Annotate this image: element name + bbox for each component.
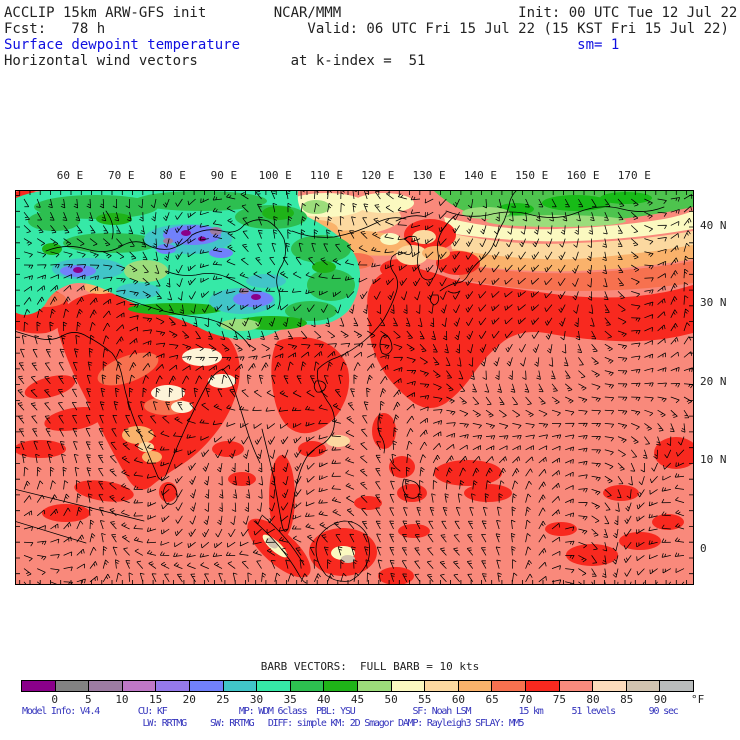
colorbar-segment [323, 681, 357, 691]
map-panel [15, 190, 694, 585]
colorbar-unit-label: °F [691, 693, 705, 706]
lat-label: 40 N [700, 219, 727, 232]
colorbar-segment [256, 681, 290, 691]
colorbar-segment [222, 681, 257, 691]
model-info-line1: Model Info: V4.4 CU: KF MP: WDM 6class P… [22, 706, 679, 717]
colorbar-tick-label: 35 [283, 693, 297, 706]
colorbar-tick-label: 90 [653, 693, 667, 706]
lon-label: 110 E [309, 169, 344, 182]
latitude-axis: 40 N 30 N 20 N 10 N 0 [700, 190, 740, 583]
colorbar-segment [356, 681, 391, 691]
lon-label: 70 E [108, 169, 135, 182]
colorbar-tick-label: 5 [84, 693, 92, 706]
colorbar-segment [121, 681, 156, 691]
colorbar-segment [659, 681, 693, 691]
lon-label: 150 E [515, 169, 549, 182]
map-canvas [16, 191, 693, 584]
lon-label: 120 E [361, 169, 395, 182]
lon-label: 100 E [258, 169, 292, 182]
lon-label: 130 E [412, 169, 446, 182]
colorbar-tick-label: 75 [552, 693, 567, 706]
colorbar-segment [188, 681, 223, 691]
colorbar-segment [155, 681, 189, 691]
colorbar-segment [625, 681, 660, 691]
colorbar-segment [289, 681, 324, 691]
header-line-fcst: Fcst: 78 h Valid: 06 UTC Fri 15 Jul 22 (… [4, 21, 729, 37]
colorbar [21, 680, 694, 692]
colorbar-tick-label: 0 [51, 693, 58, 706]
colorbar-tick-label: 30 [249, 693, 264, 706]
barb-legend: BARB VECTORS: FULL BARB = 10 kts [260, 660, 480, 673]
header-line-model: ACCLIP 15km ARW-GFS init NCAR/MMM Init: … [4, 5, 738, 21]
colorbar-tick-label: 80 [586, 693, 600, 706]
lon-label: 80 E [159, 169, 186, 182]
map-border-ticks [16, 191, 693, 584]
colorbar-tick-label: 40 [317, 693, 331, 706]
colorbar-tick-label: 55 [418, 693, 432, 706]
colorbar-segment [54, 681, 89, 691]
colorbar-segment [88, 681, 122, 691]
colorbar-ticks: 0 5 10 15 20 25 30 35 40 45 50 55 60 65 70 75 80 85 90 °F [0, 693, 740, 706]
model-info: Model Info: V4.4 CU: KF MP: WDM 6class P… [22, 706, 679, 730]
lat-label: 0 [700, 542, 707, 555]
lat-label: 20 N [700, 375, 727, 388]
coastlines [16, 191, 665, 584]
header-line-field: Surface dewpoint temperature sm= 1 [4, 37, 620, 53]
lon-label: 170 E [617, 169, 651, 182]
wind-barbs [17, 191, 693, 584]
colorbar-tick-label: 25 [216, 693, 230, 706]
lon-label: 160 E [566, 169, 600, 182]
colorbar-segment [491, 681, 525, 691]
lon-label: 90 E [210, 169, 238, 182]
colorbar-segment [22, 681, 55, 691]
plot-header: ACCLIP 15km ARW-GFS init NCAR/MMM Init: … [4, 5, 737, 69]
colorbar-segment [424, 681, 458, 691]
dewpoint-shading [16, 191, 693, 584]
colorbar-segment [457, 681, 492, 691]
longitude-axis: 60 E 70 E 80 E 90 E 100 E 110 E 120 E 130 E 140 … [15, 169, 692, 184]
colorbar-segment [558, 681, 593, 691]
colorbar-tick-label: 85 [620, 693, 634, 706]
colorbar-tick-label: 65 [485, 693, 499, 706]
lon-label: 60 E [56, 169, 84, 182]
colorbar-tick-label: 10 [115, 693, 129, 706]
header-line-vectors: Horizontal wind vectors at k-index = 51 [4, 53, 426, 69]
colorbar-segment [390, 681, 425, 691]
colorbar-tick-label: 20 [182, 693, 196, 706]
lat-label: 10 N [700, 453, 727, 466]
colorbar-tick-label: 15 [148, 693, 163, 706]
colorbar-tick-label: 45 [350, 693, 365, 706]
colorbar-segment [524, 681, 559, 691]
colorbar-tick-label: 60 [451, 693, 466, 706]
colorbar-tick-label: 70 [519, 693, 533, 706]
lon-label: 140 E [463, 169, 497, 182]
lat-label: 30 N [700, 296, 727, 309]
colorbar-segment [592, 681, 626, 691]
colorbar-tick-label: 50 [384, 693, 398, 706]
model-info-line2: LW: RRTMG SW: RRTMG DIFF: simple KM: 2D … [22, 718, 525, 729]
